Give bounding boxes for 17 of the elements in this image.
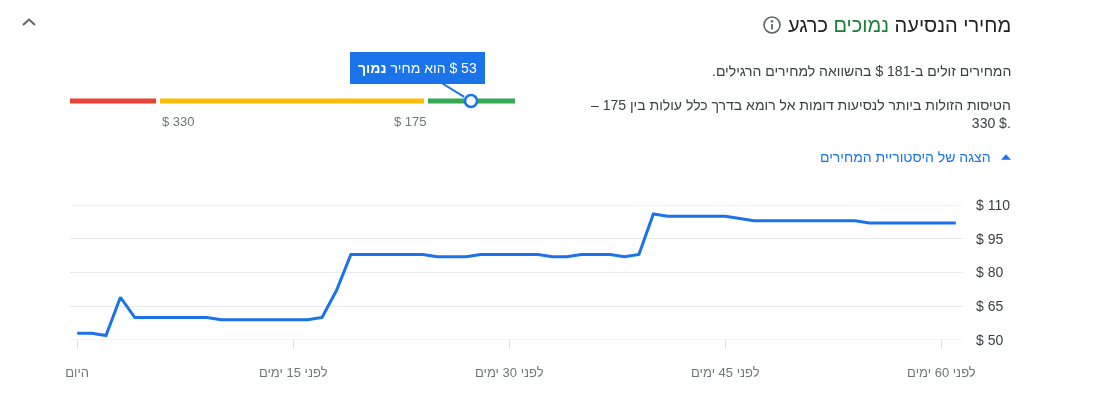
x-tick-label: היום [65, 364, 90, 380]
text: המחירים זולים ב-181 $ בהשוואה למחירים הרגילים. [712, 63, 1012, 79]
text: מחירי הנסיעה נמוכים כרגע [788, 14, 1012, 36]
y-tick-label: $ 50 [976, 331, 1004, 348]
line-series [75, 212, 958, 337]
y-tick-label: $ 65 [976, 298, 1004, 315]
x-tick-label: לפני 45 ימים [691, 364, 760, 380]
y-tick-label: $ 80 [976, 264, 1004, 281]
chart-title: הצגה של היסטוריית המחירים [820, 149, 991, 165]
y-tick-label: $ 110 [976, 196, 1011, 213]
text: 53 $ הוא מחיר נמוך [358, 60, 477, 76]
text: $ 175 [394, 114, 427, 129]
x-tick-label: לפני 30 ימים [474, 364, 544, 380]
text: $ 330 [162, 114, 195, 129]
x-tick-label: לפני 60 ימים [907, 364, 976, 380]
x-tick-label: לפני 15 ימים [258, 364, 328, 380]
y-tick-label: $ 95 [976, 230, 1004, 247]
